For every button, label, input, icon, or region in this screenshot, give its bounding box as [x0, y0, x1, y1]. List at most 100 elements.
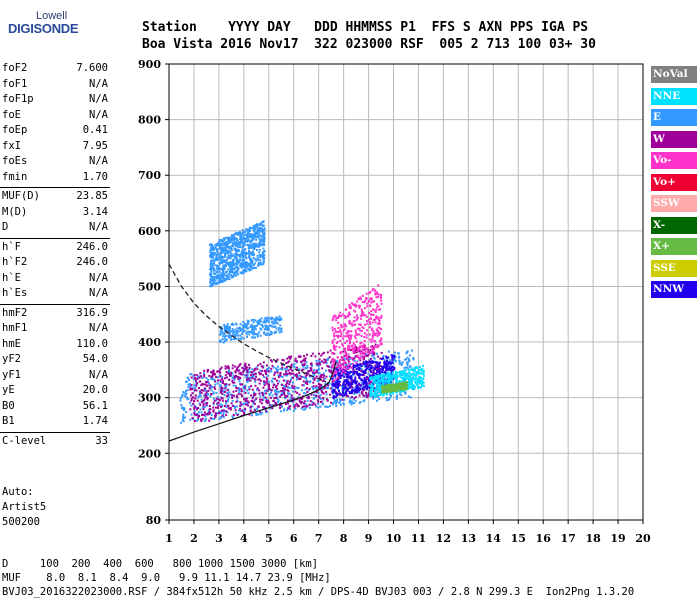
echo-point-e — [218, 278, 221, 281]
echo-point-w — [374, 364, 377, 367]
echo-point-vominus — [363, 314, 366, 317]
echo-point-nne — [413, 369, 416, 372]
echo-point-e — [192, 375, 195, 378]
echo-point-nnw — [351, 390, 354, 393]
echo-point-xplus — [400, 388, 403, 391]
echo-point-nnw — [380, 367, 383, 370]
echo-point-nnw — [337, 389, 340, 392]
echo-point-e — [227, 237, 230, 240]
echo-point-e — [209, 248, 212, 251]
echo-point-e — [246, 239, 249, 242]
echo-point-w — [244, 392, 247, 395]
echo-point-nne — [418, 386, 421, 389]
echo-point-w — [206, 381, 209, 384]
echo-point-e — [233, 405, 236, 408]
echo-point-e — [239, 235, 242, 238]
echo-point-vominus — [377, 284, 380, 287]
echo-point-xplus — [400, 387, 403, 390]
echo-point-w — [290, 355, 293, 358]
echo-point-nnw — [365, 361, 368, 364]
echo-point-nnw — [343, 386, 346, 389]
param-value: N/A — [89, 287, 108, 299]
echo-point-w — [242, 370, 245, 373]
echo-point-xplus — [395, 384, 398, 387]
echo-point-w — [324, 359, 327, 362]
echo-point-e — [252, 264, 255, 267]
echo-point-w — [301, 384, 304, 387]
echo-point-e — [182, 415, 185, 418]
echo-point-w — [254, 378, 257, 381]
echo-point-nne — [379, 384, 382, 387]
echo-point-vominus — [377, 330, 380, 333]
echo-point-e — [335, 399, 338, 402]
echo-point-w — [288, 360, 291, 363]
echo-point-w — [236, 414, 239, 417]
param-row-md: M(D) 3.14 — [2, 206, 108, 221]
echo-point-e — [317, 391, 320, 394]
echo-point-w — [228, 383, 231, 386]
echo-point-e — [239, 256, 242, 259]
echo-point-w — [350, 349, 353, 352]
echo-point-e — [186, 397, 189, 400]
echo-point-e — [244, 267, 247, 270]
echo-point-e — [187, 398, 190, 401]
echo-point-vominus — [338, 315, 341, 318]
echo-point-vominus — [370, 340, 373, 343]
echo-point-e — [404, 358, 407, 361]
echo-point-nnw — [385, 356, 388, 359]
echo-point-w — [308, 387, 311, 390]
echo-point-e — [255, 412, 258, 415]
echo-point-w — [201, 414, 204, 417]
echo-point-e — [376, 391, 379, 394]
echo-point-nnw — [388, 366, 391, 369]
echo-point-e — [220, 329, 223, 332]
echo-point-w — [227, 367, 230, 370]
echo-point-nne — [370, 387, 373, 390]
echo-point-nnw — [383, 361, 386, 364]
echo-point-e — [318, 372, 321, 375]
echo-point-nnw — [361, 388, 364, 391]
echo-point-e — [276, 322, 279, 325]
echo-point-w — [325, 398, 328, 401]
echo-point-e — [215, 257, 218, 260]
echo-point-e — [241, 251, 244, 254]
echo-point-w — [239, 407, 242, 410]
echo-point-nne — [379, 389, 382, 392]
echo-point-w — [195, 384, 198, 387]
echo-point-e — [239, 238, 242, 241]
echo-point-w — [280, 403, 283, 406]
echo-point-w — [367, 392, 370, 395]
echo-point-e — [403, 366, 406, 369]
echo-point-e — [231, 376, 234, 379]
echo-point-xplus — [397, 386, 400, 389]
echo-point-e — [229, 393, 232, 396]
echo-point-w — [378, 368, 381, 371]
echo-point-e — [229, 331, 232, 334]
echo-point-e — [245, 333, 248, 336]
echo-point-nne — [416, 378, 419, 381]
echo-point-e — [222, 416, 225, 419]
echo-point-e — [257, 263, 260, 266]
echo-point-w — [206, 402, 209, 405]
echo-point-w — [325, 390, 328, 393]
echo-point-e — [240, 253, 243, 256]
echo-point-e — [275, 318, 278, 321]
echo-point-e — [230, 263, 233, 266]
echo-point-vominus — [340, 332, 343, 335]
echo-point-w — [367, 364, 370, 367]
echo-point-e — [347, 355, 350, 358]
echo-point-w — [219, 367, 222, 370]
echo-point-w — [234, 374, 237, 377]
echo-point-w — [249, 410, 252, 413]
echo-point-e — [196, 396, 199, 399]
echo-point-vominus — [341, 344, 344, 347]
echo-point-vominus — [344, 349, 347, 352]
echo-point-e — [251, 227, 254, 230]
echo-point-vominus — [331, 363, 334, 366]
echo-point-e — [225, 402, 228, 405]
echo-point-nne — [417, 371, 420, 374]
echo-point-e — [396, 394, 399, 397]
echo-point-w — [219, 371, 222, 374]
echo-point-nnw — [390, 365, 393, 368]
echo-point-w — [193, 400, 196, 403]
